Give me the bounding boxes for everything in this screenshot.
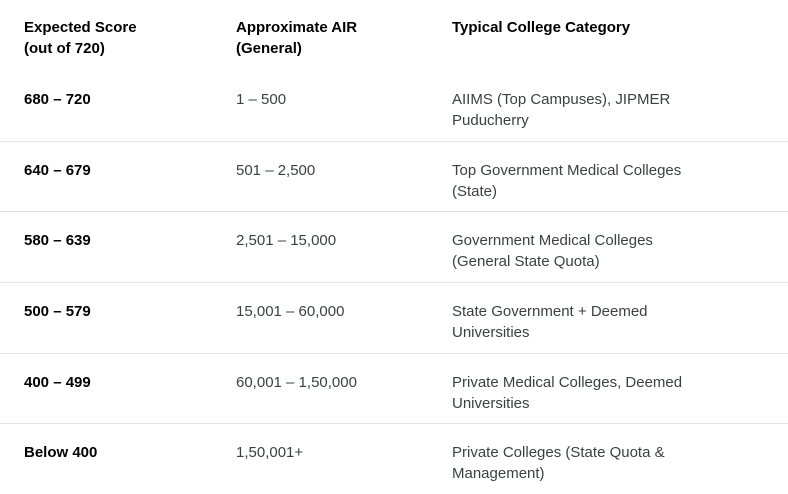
category-line: Government Medical Colleges xyxy=(452,232,653,250)
category-cell: Private Medical Colleges, Deemed Univers… xyxy=(452,372,764,414)
table-row: 500 – 579 15,001 – 60,000 State Governme… xyxy=(0,282,788,353)
category-cell: Government Medical Colleges (General Sta… xyxy=(452,230,764,272)
category-line: Universities xyxy=(452,324,530,342)
header-line: Expected Score xyxy=(24,19,137,36)
category-line: Puducherry xyxy=(452,112,529,129)
table-row: 400 – 499 60,001 – 1,50,000 Private Medi… xyxy=(0,352,788,424)
score-cell: 580 – 639 xyxy=(24,232,91,250)
header-line: (General) xyxy=(236,40,302,57)
air-cell: 1 – 500 xyxy=(236,91,287,108)
category-cell: Top Government Medical Colleges (State) xyxy=(452,160,764,202)
air-cell: 15,001 – 60,000 xyxy=(236,303,345,321)
score-cell: 400 – 499 xyxy=(24,373,91,391)
header-line: (out of 720) xyxy=(24,40,105,57)
air-cell: 2,501 – 15,000 xyxy=(236,232,337,250)
category-cell: State Government + Deemed Universities xyxy=(452,301,764,343)
air-cell: 501 – 2,500 xyxy=(236,161,316,179)
column-header-college-category: Typical College Category xyxy=(452,17,764,38)
score-cell: 640 – 679 xyxy=(24,161,91,179)
air-cell: 60,001 – 1,50,000 xyxy=(236,373,357,391)
table-header-row: Expected Score (out of 720) Approximate … xyxy=(0,0,788,70)
column-header-approximate-air: Approximate AIR (General) xyxy=(236,17,452,59)
category-line: (General State Quota) xyxy=(452,253,600,271)
table-row: 640 – 679 501 – 2,500 Top Government Med… xyxy=(0,140,788,212)
header-line: Approximate AIR xyxy=(236,19,358,36)
category-cell: Private Colleges (State Quota & Manageme… xyxy=(452,442,764,484)
air-cell: 1,50,001+ xyxy=(236,444,304,462)
category-line: AIIMS (Top Campuses), JIPMER xyxy=(452,91,671,108)
table-row: Below 400 1,50,001+ Private Colleges (St… xyxy=(0,423,788,494)
category-line: Private Colleges (State Quota & xyxy=(452,444,665,462)
score-cell: 500 – 579 xyxy=(24,303,91,321)
category-line: Private Medical Colleges, Deemed xyxy=(452,373,683,391)
score-cell: 680 – 720 xyxy=(24,91,91,108)
category-line: Universities xyxy=(452,394,530,412)
category-line: Management) xyxy=(452,465,545,483)
category-line: State Government + Deemed xyxy=(452,303,648,321)
category-cell: AIIMS (Top Campuses), JIPMER Puducherry xyxy=(452,89,764,131)
category-line: (State) xyxy=(452,182,498,200)
category-line: Top Government Medical Colleges xyxy=(452,161,682,179)
score-cell: Below 400 xyxy=(24,444,98,462)
table-row: 580 – 639 2,501 – 15,000 Government Medi… xyxy=(0,211,788,282)
table-row: 680 – 720 1 – 500 AIIMS (Top Campuses), … xyxy=(0,70,788,141)
column-header-expected-score: Expected Score (out of 720) xyxy=(24,17,236,59)
header-line: Typical College Category xyxy=(452,19,631,36)
